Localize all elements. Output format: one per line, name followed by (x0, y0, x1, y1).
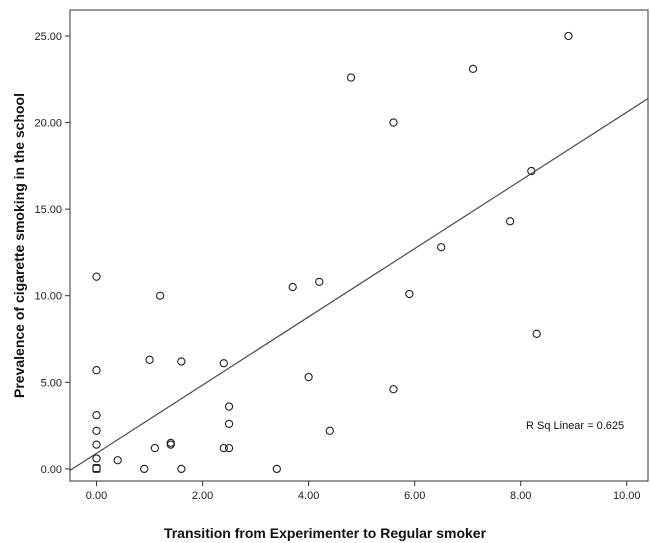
data-point (155, 291, 165, 300)
data-point (150, 443, 159, 453)
y-tick-label: 5.00 (41, 377, 62, 389)
x-tick-label: 10.00 (613, 490, 641, 502)
x-tick-label: 8.00 (510, 490, 531, 502)
data-point (405, 289, 414, 299)
data-point (140, 464, 149, 474)
data-point (346, 73, 356, 82)
x-axis: 0.00 2.00 4.00 6.00 8.00 10.00 (86, 481, 641, 502)
y-tick-label: 0.00 (41, 464, 62, 476)
data-point (389, 385, 398, 394)
data-points (92, 31, 573, 474)
data-point (315, 277, 324, 287)
data-point (92, 463, 101, 473)
data-point (92, 440, 101, 449)
data-point (389, 118, 398, 127)
y-tick-label: 10.00 (34, 291, 62, 303)
x-tick-label: 6.00 (404, 490, 425, 502)
data-point (505, 217, 515, 226)
y-axis: 0.00 5.00 10.00 15.00 20.00 25.00 (34, 31, 70, 476)
data-point (177, 464, 186, 474)
data-point (145, 355, 154, 364)
r-squared-annotation: R Sq Linear = 0.625 (526, 420, 624, 432)
data-point (92, 426, 101, 435)
data-point (304, 372, 313, 382)
y-tick-label: 15.00 (34, 204, 62, 216)
data-point (532, 329, 541, 338)
data-point (288, 282, 297, 292)
plot-frame (69, 9, 649, 482)
data-point (92, 366, 101, 375)
y-tick-label: 25.00 (34, 31, 62, 43)
x-tick-label: 4.00 (298, 490, 319, 502)
data-point (166, 438, 175, 448)
data-point (564, 31, 573, 41)
x-tick-label: 2.00 (192, 490, 213, 502)
data-point (92, 454, 101, 463)
data-point (272, 464, 281, 474)
y-axis-title: Prevalence of cigarette smoking in the s… (11, 93, 27, 398)
data-point (468, 64, 478, 74)
data-point (92, 411, 101, 420)
regression-line (69, 98, 649, 471)
data-point (224, 402, 234, 411)
y-tick-label: 20.00 (34, 118, 62, 130)
data-point (177, 357, 186, 366)
data-point (219, 443, 228, 453)
data-point (224, 443, 234, 453)
x-axis-title: Transition from Experimenter to Regular … (164, 525, 487, 541)
x-tick-label: 0.00 (86, 490, 107, 502)
data-point (437, 243, 446, 252)
data-point (224, 419, 234, 429)
data-point (325, 426, 334, 435)
data-point (92, 272, 101, 281)
data-point (219, 359, 228, 368)
data-point (113, 456, 122, 465)
